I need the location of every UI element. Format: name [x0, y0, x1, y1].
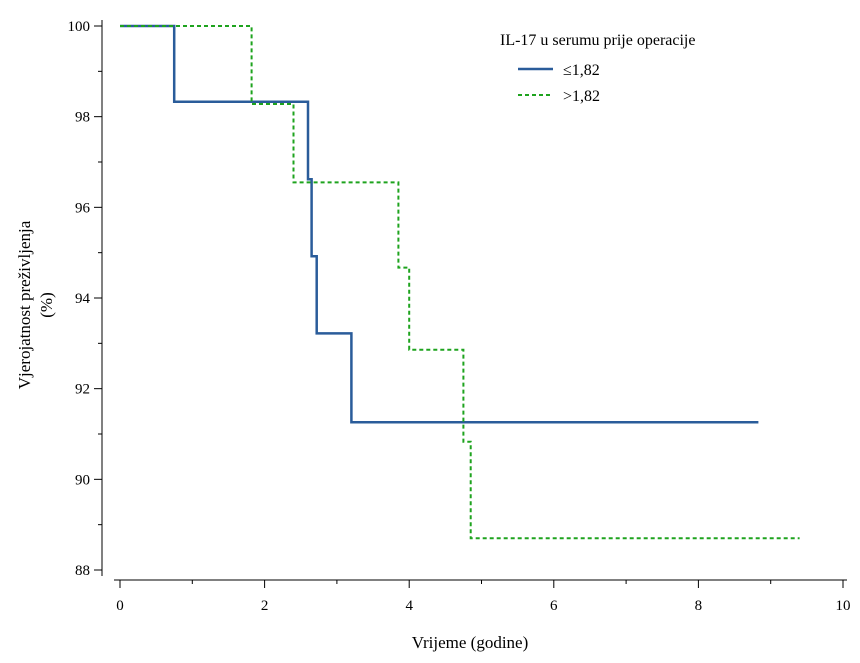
x-tick-label: 10	[836, 598, 851, 614]
x-axis-label: Vrijeme (godine)	[412, 633, 529, 652]
legend-label-series-1: ≤1,82	[563, 62, 600, 79]
y-tick-label: 88	[75, 563, 90, 579]
y-tick-label: 90	[75, 472, 90, 488]
legend-label-series-2: >1,82	[563, 88, 600, 105]
y-axis-label-line-2: (%)	[37, 292, 56, 317]
y-tick-label: 100	[68, 19, 91, 35]
y-ticks: 88 90 92 94 96 98 100	[68, 19, 102, 579]
x-tick-label: 4	[405, 598, 413, 614]
survival-curve-series-2	[120, 25, 800, 540]
y-tick-label: 94	[75, 291, 91, 307]
x-tick-label: 0	[116, 598, 124, 614]
survival-curve-series-1	[120, 24, 759, 424]
y-axis-label: Vjerojatnost preživljenja (%)	[15, 220, 56, 389]
y-tick-label: 96	[75, 200, 91, 216]
legend-title: IL-17 u serumu prije operacije	[500, 32, 695, 49]
x-ticks: 0 2 4 6 8 10	[116, 580, 851, 614]
series-layer	[120, 24, 800, 540]
legend: IL-17 u serumu prije operacije ≤1,82 >1,…	[500, 32, 695, 105]
y-tick-label: 98	[75, 110, 90, 126]
y-axis-label-line-1: Vjerojatnost preživljenja	[15, 220, 34, 389]
y-tick-label: 92	[75, 382, 90, 398]
x-tick-label: 8	[695, 598, 703, 614]
x-tick-label: 6	[550, 598, 558, 614]
axes	[101, 20, 847, 581]
x-tick-label: 2	[261, 598, 269, 614]
